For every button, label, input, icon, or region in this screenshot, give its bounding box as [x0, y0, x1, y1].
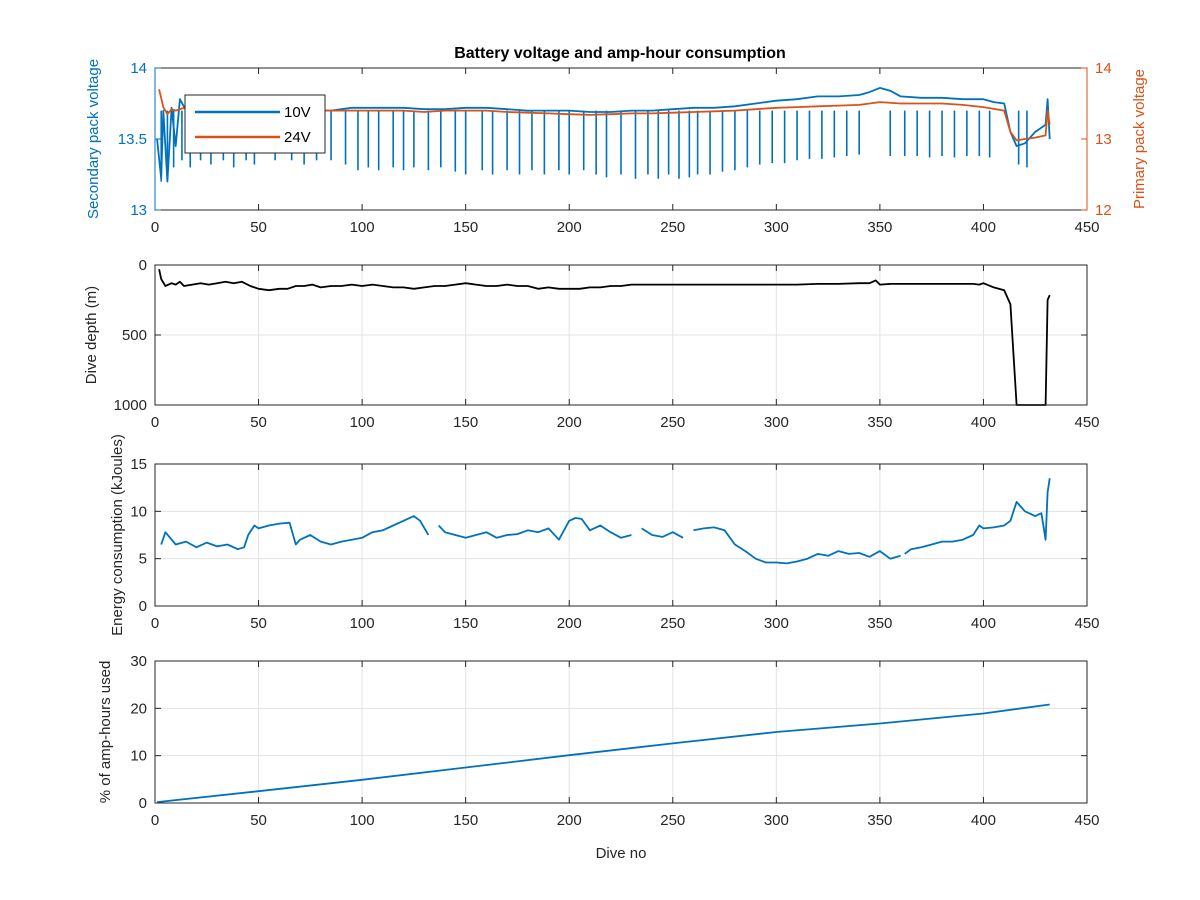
x-tick-label: 400 [971, 615, 996, 632]
x-tick-label: 350 [867, 219, 892, 236]
legend-box [184, 94, 326, 154]
x-tick-label: 50 [250, 615, 267, 632]
x-tick-label: 50 [250, 414, 267, 431]
y-tick-label: 5 [139, 551, 147, 568]
y-tick-label: 13 [130, 202, 147, 219]
x-tick-label: 450 [1074, 219, 1099, 236]
x-tick-label: 300 [764, 414, 789, 431]
x-tick-label: 100 [350, 812, 375, 829]
series-line [160, 515, 430, 551]
x-tick-label: 100 [350, 414, 375, 431]
amphours-y-ticks: 0 10 20 30 [130, 653, 1087, 812]
x-tick-label: 450 [1074, 615, 1099, 632]
x-tick-label: 400 [971, 812, 996, 829]
amphours-axis-label: % of amp-hours used [97, 661, 114, 804]
depth-y-ticks: 0 500 1000 [114, 257, 1087, 414]
x-axis-label: Dive no [596, 845, 647, 862]
y-tick-label: 15 [130, 456, 147, 473]
energy-y-ticks: 0 5 10 15 [130, 456, 1087, 615]
x-tick-label: 0 [151, 219, 159, 236]
legend-24v-label: 24V [284, 129, 311, 146]
depth-series [158, 269, 1051, 406]
x-tick-label: 400 [971, 414, 996, 431]
x-tick-label: 300 [764, 615, 789, 632]
x-tick-label: 0 [151, 615, 159, 632]
energy-x-ticks: 0 50 100 150 200 250 300 350 400 450 [151, 464, 1100, 632]
x-tick-label: 250 [660, 414, 685, 431]
x-tick-label: 250 [660, 219, 685, 236]
voltage-x-ticks: 0 50 100 150 200 250 300 350 400 450 [151, 68, 1100, 236]
y-tick-label: 10 [130, 503, 147, 520]
secondary-voltage-axis-label: Secondary pack voltage [85, 59, 102, 219]
series-line [904, 478, 1051, 555]
y-tick-label: 30 [130, 653, 147, 670]
energy-grid [155, 464, 1087, 606]
y2-tick-label: 12 [1095, 202, 1112, 219]
y-tick-label: 0 [139, 257, 147, 274]
x-tick-label: 0 [151, 414, 159, 431]
x-tick-label: 200 [557, 219, 582, 236]
x-tick-label: 350 [867, 615, 892, 632]
series-line [641, 527, 684, 539]
amphours-axes-box [154, 660, 1088, 804]
x-tick-label: 300 [764, 812, 789, 829]
panel-depth: 0 50 100 150 200 250 300 350 400 450 0 500 1000 Div… [83, 257, 1100, 431]
y-tick-label: 1000 [114, 397, 147, 414]
y-tick-label: 10 [130, 748, 147, 765]
legend-10v-label: 10V [284, 104, 311, 121]
depth-axis-label: Dive depth (m) [83, 286, 100, 384]
chart-title: Battery voltage and amp-hour consumption [454, 45, 786, 62]
y-tick-label: 20 [130, 700, 147, 717]
y-tick-label: 0 [139, 795, 147, 812]
voltage-y2-ticks: 12 13 14 [154, 60, 1112, 219]
energy-series [160, 478, 1051, 565]
amphours-x-ticks: 0 50 100 150 200 250 300 350 400 450 [151, 661, 1100, 829]
energy-axis-label: Energy consumption (kJoules) [109, 434, 126, 636]
y-tick-label: 0 [139, 598, 147, 615]
depth-grid [155, 265, 1087, 405]
panel-amphours: 0 50 100 150 200 250 300 350 400 450 0 10 20 30 % of… [97, 653, 1100, 862]
depth-x-ticks: 0 50 100 150 200 250 300 350 400 450 [151, 265, 1100, 431]
panel-energy: 0 50 100 150 200 250 300 350 400 450 0 5 10 15 Energ… [109, 434, 1100, 636]
x-tick-label: 350 [867, 414, 892, 431]
series-line [438, 517, 632, 541]
series-line [693, 526, 901, 565]
x-tick-label: 350 [867, 812, 892, 829]
x-tick-label: 200 [557, 414, 582, 431]
x-tick-label: 50 [250, 812, 267, 829]
x-tick-label: 100 [350, 615, 375, 632]
y-tick-label: 13.5 [118, 131, 147, 148]
x-tick-label: 150 [453, 615, 478, 632]
x-tick-label: 200 [557, 615, 582, 632]
y2-tick-label: 13 [1095, 131, 1112, 148]
x-tick-label: 400 [971, 219, 996, 236]
x-tick-label: 150 [453, 219, 478, 236]
panel-voltage: Battery voltage and amp-hour consumption… [85, 45, 1148, 236]
x-tick-label: 200 [557, 812, 582, 829]
x-tick-label: 150 [453, 414, 478, 431]
amphours-series [157, 703, 1050, 803]
x-tick-label: 50 [250, 219, 267, 236]
x-tick-label: 250 [660, 812, 685, 829]
amphours-grid [155, 661, 1087, 803]
x-tick-label: 250 [660, 615, 685, 632]
energy-axes-box [154, 463, 1088, 607]
series-line [158, 269, 1051, 406]
y2-tick-label: 14 [1095, 60, 1112, 77]
x-tick-label: 0 [151, 812, 159, 829]
y-tick-label: 500 [122, 327, 147, 344]
series-line [157, 703, 1050, 803]
x-tick-label: 100 [350, 219, 375, 236]
x-tick-label: 300 [764, 219, 789, 236]
x-tick-label: 450 [1074, 812, 1099, 829]
y-tick-label: 14 [130, 60, 147, 77]
x-tick-label: 450 [1074, 414, 1099, 431]
voltage-y-ticks: 13 13.5 14 [118, 60, 161, 219]
primary-voltage-axis-label: Primary pack voltage [1131, 69, 1148, 209]
x-tick-label: 150 [453, 812, 478, 829]
legend: 10V 24V [184, 94, 326, 154]
